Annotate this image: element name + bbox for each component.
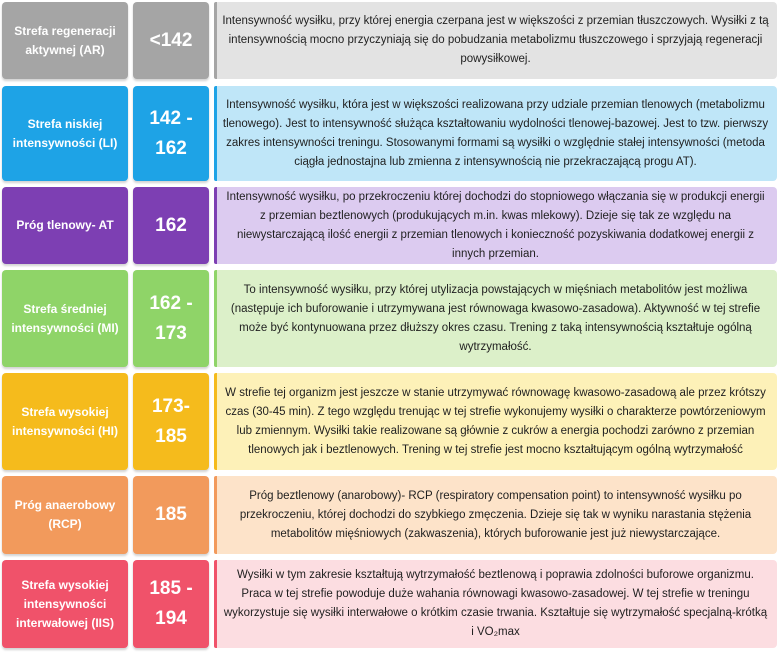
accent-bar [214,373,217,470]
zone-description-cell: Intensywność wysiłku, po przekroczeniu k… [214,187,777,264]
accent-bar [214,560,217,648]
zone-description-cell: Intensywność wysiłku, która jest w więks… [214,86,777,181]
accent-bar [214,86,217,181]
zone-value-cell: 173-185 [133,373,209,470]
zone-value-cell: 142 - 162 [133,86,209,181]
zone-name-cell: Próg anaerobowy (RCP) [2,476,128,554]
zone-name: Strefa wysokiej intensywności (HI) [11,404,118,438]
accent-bar [214,2,217,79]
zone-name-cell: Próg tlenowy- AT [2,187,128,264]
zone-name-cell: Strefa wysokiej intensywności (HI) [2,373,128,470]
accent-bar [214,187,217,264]
zone-value-cell: <142 [133,2,209,79]
zone-description: W strefie tej organizm jest jeszcze w st… [225,386,766,456]
zone-description: Intensywność wysiłku, która jest w więks… [222,98,769,168]
zone-value: 185 [155,504,187,525]
zone-value: <142 [149,29,193,51]
zone-description: To intensywność wysiłku, przy której uty… [230,283,761,353]
zone-value-cell: 162 [133,187,209,264]
zone-description: Intensywność wysiłku, po przekroczeniu k… [226,190,765,260]
zone-row-ar: Strefa regeneracji aktywnej (AR) <142 In… [0,2,779,79]
zone-name-cell: Strefa regeneracji aktywnej (AR) [2,2,128,79]
zone-name-cell: Strefa wysokiej intensywności interwałow… [2,560,128,648]
zone-value-cell: 162 - 173 [133,270,209,367]
zone-name-cell: Strefa niskiej intensywności (LI) [2,86,128,181]
zone-description-cell: To intensywność wysiłku, przy której uty… [214,270,777,367]
zone-description-cell: W strefie tej organizm jest jeszcze w st… [214,373,777,470]
zone-description-cell: Wysiłki w tym zakresie kształtują wytrzy… [214,560,777,648]
zone-row-hi: Strefa wysokiej intensywności (HI) 173-1… [0,373,779,470]
zone-row-rcp: Próg anaerobowy (RCP) 185 Próg beztlenow… [0,476,779,554]
zone-value-cell: 185 - 194 [133,560,209,648]
zone-row-iis: Strefa wysokiej intensywności interwałow… [0,560,779,648]
zone-value-cell: 185 [133,476,209,554]
zone-description: Próg beztlenowy (anarobowy)- RCP (respir… [239,489,752,540]
zone-description-cell: Intensywność wysiłku, przy której energi… [214,2,777,79]
zone-name: Próg anaerobowy (RCP) [14,498,116,531]
accent-bar [214,270,217,367]
zone-name: Strefa średniej intensywności (MI) [11,301,119,335]
zone-value: 173-185 [151,395,191,447]
zone-description-cell: Próg beztlenowy (anarobowy)- RCP (respir… [214,476,777,554]
zone-name: Strefa niskiej intensywności (LI) [12,116,118,150]
zone-description: Wysiłki w tym zakresie kształtują wytrzy… [223,569,768,638]
zone-name-cell: Strefa średniej intensywności (MI) [2,270,128,367]
zone-value: 185 - 194 [149,578,193,629]
accent-bar [214,476,217,554]
zone-name: Strefa regeneracji aktywnej (AR) [14,23,116,57]
zone-value: 162 - 173 [149,292,193,344]
zone-value: 162 [155,214,187,236]
zone-row-at: Próg tlenowy- AT 162 Intensywność wysiłk… [0,187,779,264]
zone-name: Próg tlenowy- AT [16,218,114,232]
zone-row-li: Strefa niskiej intensywności (LI) 142 - … [0,86,779,181]
zone-description: Intensywność wysiłku, przy której energi… [222,15,769,65]
zone-value: 142 - 162 [149,107,193,159]
zone-row-mi: Strefa średniej intensywności (MI) 162 -… [0,270,779,367]
zone-name: Strefa wysokiej intensywności interwałow… [15,577,114,630]
